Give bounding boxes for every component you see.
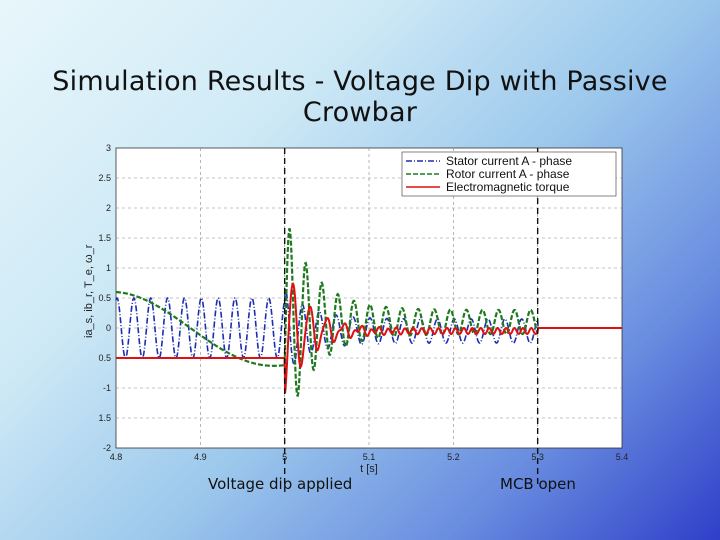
- y-axis-label: ia_s, ib_r, T_e, ω_r: [83, 244, 95, 338]
- x-tick-label: 5.4: [616, 452, 629, 462]
- x-tick-label: 4.9: [194, 452, 207, 462]
- slide-title: Simulation Results - Voltage Dip with Pa…: [52, 66, 668, 128]
- y-tick-label: 3: [106, 143, 111, 153]
- y-tick-label: 0.5: [98, 353, 111, 363]
- y-tick-label: -1: [103, 383, 111, 393]
- y-tick-label: 2: [106, 203, 111, 213]
- y-tick-label: 2.5: [98, 173, 111, 183]
- y-tick-label: 1.5: [98, 413, 111, 423]
- x-axis-label: t [s]: [360, 463, 378, 475]
- x-tick-label: 5.2: [447, 452, 460, 462]
- voltage-dip-caption: Voltage dip applied: [208, 475, 353, 493]
- legend-label: Rotor current A - phase: [446, 167, 570, 181]
- y-tick-label: 1: [106, 263, 111, 273]
- tick-labels: 3 2.5 2 1.5 1 0.5 0 0.5 -1 1.5 -24.8 4.9 5 5.1 5.2 5.3 5…: [98, 143, 628, 462]
- y-tick-label: -2: [103, 443, 111, 453]
- x-tick-label: 5: [282, 452, 287, 462]
- series-rotor-current: [115, 227, 539, 398]
- event-markers: [283, 148, 539, 486]
- x-tick-label: 5.3: [531, 452, 544, 462]
- x-tick-label: 4.8: [110, 452, 123, 462]
- y-tick-label: 1.5: [98, 233, 111, 243]
- x-tick-label: 5.1: [363, 452, 376, 462]
- y-tick-label: 0: [106, 323, 111, 333]
- legend-label: Electromagnetic torque: [446, 180, 570, 194]
- y-tick-label: 0.5: [98, 293, 111, 303]
- legend-label: Stator current A - phase: [446, 154, 572, 168]
- mcb-open-caption: MCB open: [500, 475, 576, 493]
